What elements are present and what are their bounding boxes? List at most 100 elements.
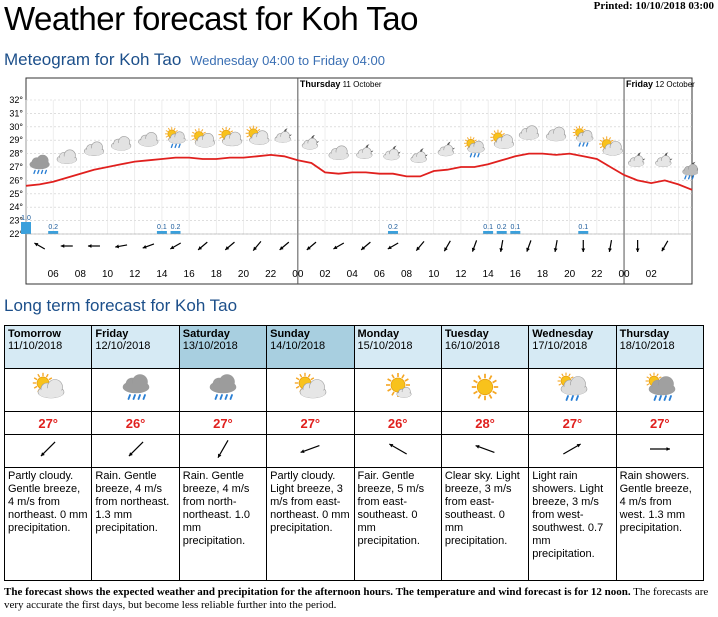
y-tick-label: 29° bbox=[9, 135, 23, 145]
day-date: 17/10/2018 bbox=[532, 340, 588, 352]
precip-label: 1.0 bbox=[21, 215, 31, 222]
temperature: 27° bbox=[178, 411, 268, 435]
wind-arrow-icon bbox=[608, 239, 613, 253]
night-rain-icon bbox=[682, 161, 698, 180]
precip-label: 0.1 bbox=[510, 224, 520, 231]
hour-label: 22 bbox=[265, 269, 277, 280]
wind-arrow-icon bbox=[499, 239, 504, 253]
forecast-wind-row bbox=[3, 434, 705, 468]
partly-cloudy-icon bbox=[245, 125, 270, 145]
y-tick-label: 22° bbox=[9, 229, 23, 239]
hour-label: 06 bbox=[374, 269, 386, 280]
wind-arrow-icon bbox=[197, 241, 208, 251]
wind-arrow-icon bbox=[388, 442, 407, 455]
y-tick-label: 32° bbox=[9, 95, 23, 105]
partly-cloudy-icon bbox=[490, 129, 515, 149]
cloudy-icon bbox=[328, 145, 349, 160]
wind-arrow-icon bbox=[581, 240, 586, 252]
partly-cloudy-icon bbox=[295, 372, 327, 398]
night-cloudy-icon bbox=[274, 127, 294, 143]
partly-cloudy-icon bbox=[599, 136, 623, 156]
forecast-icon-row bbox=[3, 368, 705, 412]
wind-arrow-icon bbox=[279, 241, 290, 251]
rain-showers-icon bbox=[645, 372, 676, 401]
precip-bar bbox=[483, 231, 494, 234]
day-header: Monday 15/10/2018 bbox=[353, 325, 442, 369]
day-header: Tuesday 16/10/2018 bbox=[440, 325, 530, 369]
night-cloudy-icon bbox=[301, 134, 321, 150]
hour-label: 12 bbox=[455, 269, 467, 280]
day-header: Saturday 13/10/2018 bbox=[178, 325, 268, 369]
precip-label: 0.1 bbox=[578, 224, 588, 231]
hour-label: 06 bbox=[48, 269, 60, 280]
day-header: Sunday 14/10/2018 bbox=[266, 325, 355, 369]
day-date: 14/10/2018 bbox=[270, 340, 326, 352]
wind-arrow-icon bbox=[475, 444, 495, 453]
day-date: 18/10/2018 bbox=[619, 340, 675, 352]
precip-label: 0.2 bbox=[48, 224, 58, 231]
weather-icon-cell bbox=[3, 368, 93, 412]
meteogram-frame bbox=[25, 77, 693, 285]
day-label: Thursday 11 October bbox=[300, 79, 382, 89]
y-tick-label: 23° bbox=[9, 216, 23, 226]
weather-icon-cell bbox=[528, 368, 617, 412]
hour-label: 08 bbox=[75, 269, 87, 280]
night-cloudy-icon bbox=[356, 143, 375, 159]
day-name: Monday bbox=[357, 328, 400, 340]
rain-icon bbox=[209, 373, 237, 400]
wind-arrow-icon bbox=[360, 241, 371, 251]
wind-cell bbox=[440, 434, 530, 468]
day-header: Friday 12/10/2018 bbox=[91, 325, 180, 369]
forecast-day-row: Tomorrow 11/10/2018 Friday 12/10/2018 Saturd… bbox=[3, 325, 705, 369]
wind-arrow-icon bbox=[443, 240, 451, 252]
wind-arrow-icon bbox=[128, 441, 144, 456]
precip-label: 0.1 bbox=[157, 224, 167, 231]
day-name: Tomorrow bbox=[8, 328, 61, 340]
wind-arrow-icon bbox=[415, 241, 425, 251]
weather-icon-cell bbox=[266, 368, 355, 412]
light-rain-icon bbox=[558, 372, 588, 401]
y-tick-label: 27° bbox=[9, 162, 23, 172]
day-header: Thursday 18/10/2018 bbox=[615, 325, 705, 369]
day-date: 11/10/2018 bbox=[8, 340, 63, 352]
temperature: 28° bbox=[440, 411, 530, 435]
y-tick-label: 26° bbox=[9, 175, 23, 185]
day-label: Friday 12 October bbox=[626, 79, 695, 89]
footnote-normal: The forecasts are very accurate the firs… bbox=[4, 586, 709, 611]
printed-timestamp: Printed: 10/10/2018 03:00 bbox=[593, 0, 714, 12]
forecast-description: Rain. Gentle breeze, 4 m/s from north-no… bbox=[178, 467, 268, 581]
cloudy-icon bbox=[518, 125, 539, 140]
hour-label: 18 bbox=[211, 269, 223, 280]
wind-arrow-icon bbox=[115, 244, 128, 249]
page-title: Weather forecast for Koh Tao bbox=[4, 0, 419, 37]
fair-icon bbox=[385, 372, 412, 398]
wind-arrow-icon bbox=[563, 442, 582, 455]
wind-cell bbox=[178, 434, 268, 468]
sun-rain-icon bbox=[165, 127, 186, 149]
sun-rain-icon bbox=[572, 125, 594, 147]
weather-icon-cell bbox=[353, 368, 442, 412]
wind-arrow-icon bbox=[217, 439, 229, 458]
day-date: 12/10/2018 bbox=[95, 340, 151, 352]
temperature-line bbox=[25, 152, 693, 191]
partly-cloudy-icon bbox=[32, 372, 65, 398]
weather-icon-cell bbox=[440, 368, 530, 412]
night-cloudy-icon bbox=[383, 145, 403, 161]
wind-cell bbox=[266, 434, 355, 468]
wind-arrow-icon bbox=[306, 241, 317, 251]
forecast-description: Rain showers. Gentle breeze, 4 m/s from … bbox=[615, 467, 705, 581]
wind-arrow-icon bbox=[526, 240, 532, 252]
temperature: 26° bbox=[353, 411, 442, 435]
temperature: 27° bbox=[3, 411, 93, 435]
weather-icon-cell bbox=[178, 368, 268, 412]
forecast-description: Light rain showers. Light breeze, 3 m/s … bbox=[528, 467, 617, 581]
day-date: 16/10/2018 bbox=[444, 340, 500, 352]
y-tick-label: 25° bbox=[9, 189, 23, 199]
wind-arrow-icon bbox=[60, 244, 73, 248]
forecast-description: Rain. Gentle breeze, 4 m/s from northeas… bbox=[91, 467, 180, 581]
footnote-bold: The forecast shows the expected weather … bbox=[4, 586, 631, 598]
long-term-forecast-table: Tomorrow 11/10/2018 Friday 12/10/2018 Saturd… bbox=[3, 325, 705, 581]
wind-arrow-icon bbox=[661, 240, 669, 252]
hour-label: 14 bbox=[156, 269, 168, 280]
meteogram-heading: Meteogram for Koh Tao Wednesday 04:00 to… bbox=[4, 50, 385, 70]
